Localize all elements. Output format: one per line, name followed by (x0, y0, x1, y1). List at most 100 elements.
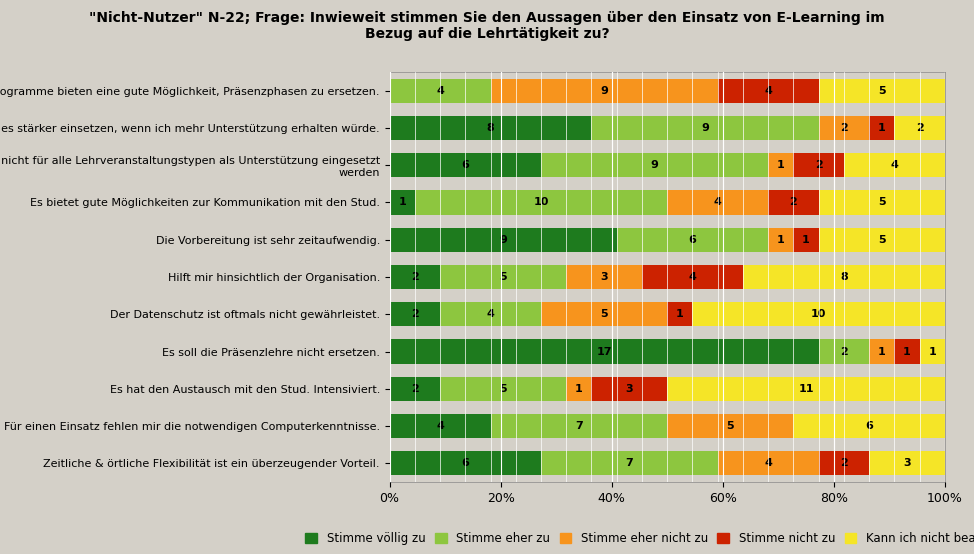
Bar (390, 265, 440, 289)
Text: 1: 1 (398, 197, 406, 207)
Text: 3: 3 (903, 458, 911, 468)
Text: 9: 9 (651, 160, 658, 170)
Text: 5: 5 (500, 272, 507, 282)
Bar (869, 452, 945, 475)
Bar (591, 377, 667, 401)
Text: 6: 6 (462, 458, 469, 468)
Bar (642, 265, 743, 289)
Bar (440, 302, 541, 326)
Text: 6: 6 (462, 160, 469, 170)
Text: 9: 9 (500, 235, 507, 245)
Text: 4: 4 (436, 421, 444, 431)
Bar (693, 302, 945, 326)
Text: 5: 5 (600, 309, 608, 319)
Text: 5: 5 (500, 384, 507, 394)
Text: 1: 1 (777, 235, 785, 245)
Text: 7: 7 (575, 421, 582, 431)
Text: 4: 4 (714, 197, 722, 207)
Text: 17: 17 (596, 347, 612, 357)
Text: 7: 7 (625, 458, 633, 468)
Text: 8: 8 (487, 123, 495, 133)
Text: 1: 1 (878, 123, 885, 133)
Bar (818, 340, 869, 363)
Bar (390, 340, 818, 363)
Text: 1: 1 (676, 309, 684, 319)
Bar (390, 116, 591, 140)
Legend: Stimme völlig zu, Stimme eher zu, Stimme eher nicht zu, Stimme nicht zu, Kann ic: Stimme völlig zu, Stimme eher zu, Stimme… (301, 527, 974, 550)
Bar (794, 153, 843, 177)
Text: 2: 2 (814, 160, 822, 170)
Text: 2: 2 (411, 384, 419, 394)
Text: 1: 1 (878, 347, 885, 357)
Text: "Nicht-Nutzer" N-22; Frage: Inwieweit stimmen Sie den Aussagen über den Einsatz : "Nicht-Nutzer" N-22; Frage: Inwieweit st… (90, 11, 884, 42)
Bar (718, 452, 818, 475)
Text: 4: 4 (436, 86, 444, 96)
Text: 2: 2 (790, 197, 798, 207)
Text: 5: 5 (878, 86, 885, 96)
Bar (818, 452, 869, 475)
Bar (440, 265, 566, 289)
Text: 11: 11 (799, 384, 813, 394)
Bar (617, 228, 768, 252)
Text: 2: 2 (916, 123, 923, 133)
Bar (818, 191, 945, 214)
Bar (768, 153, 794, 177)
Text: 9: 9 (701, 123, 709, 133)
Bar (919, 340, 945, 363)
Bar (390, 452, 541, 475)
Bar (491, 414, 667, 438)
Text: 6: 6 (865, 421, 873, 431)
Bar (768, 191, 818, 214)
Bar (390, 79, 491, 102)
Text: 6: 6 (689, 235, 696, 245)
Text: 5: 5 (727, 421, 734, 431)
Bar (667, 377, 945, 401)
Text: 3: 3 (625, 384, 633, 394)
Text: 3: 3 (600, 272, 608, 282)
Bar (667, 191, 768, 214)
Bar (390, 377, 440, 401)
Bar (667, 302, 693, 326)
Bar (794, 228, 818, 252)
Bar (566, 377, 591, 401)
Text: 5: 5 (878, 235, 885, 245)
Bar (818, 79, 945, 102)
Bar (818, 228, 945, 252)
Bar (390, 153, 541, 177)
Text: 2: 2 (840, 347, 847, 357)
Text: 4: 4 (689, 272, 696, 282)
Text: 10: 10 (811, 309, 826, 319)
Bar (843, 153, 945, 177)
Bar (566, 265, 642, 289)
Text: 1: 1 (928, 347, 936, 357)
Bar (390, 414, 491, 438)
Bar (390, 302, 440, 326)
Bar (794, 414, 945, 438)
Bar (869, 116, 894, 140)
Text: 9: 9 (600, 86, 608, 96)
Bar (869, 340, 894, 363)
Bar (894, 340, 919, 363)
Bar (894, 116, 945, 140)
Text: 2: 2 (411, 272, 419, 282)
Text: 8: 8 (840, 272, 847, 282)
Bar (390, 228, 617, 252)
Text: 1: 1 (777, 160, 785, 170)
Bar (415, 191, 667, 214)
Bar (390, 191, 415, 214)
Text: 5: 5 (878, 197, 885, 207)
Bar (667, 414, 794, 438)
Bar (541, 452, 718, 475)
Bar (541, 153, 768, 177)
Bar (591, 116, 818, 140)
Text: 10: 10 (534, 197, 548, 207)
Text: 4: 4 (890, 160, 898, 170)
Text: 2: 2 (840, 123, 847, 133)
Text: 2: 2 (411, 309, 419, 319)
Bar (718, 79, 818, 102)
Bar (768, 228, 794, 252)
Bar (818, 116, 869, 140)
Text: 4: 4 (487, 309, 495, 319)
Bar (743, 265, 945, 289)
Text: 1: 1 (903, 347, 911, 357)
